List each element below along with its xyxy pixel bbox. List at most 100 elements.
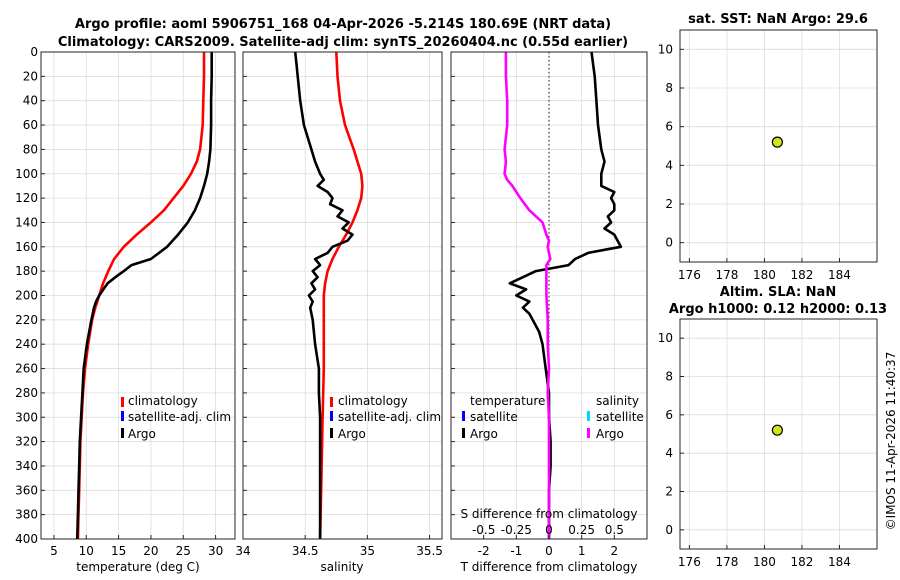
y-tick-label: 4: [665, 158, 673, 172]
y-tick-label: 4: [665, 446, 673, 460]
legend-label-salinity-argo: Argo: [596, 427, 624, 441]
y-tick-label: 0: [665, 523, 673, 537]
difference-legend: temperature salinity satellite Argo sate…: [462, 394, 644, 441]
x-tick-label: 15: [111, 544, 126, 558]
y-tick-label: 8: [665, 81, 673, 95]
imos-timestamp-label: ©IMOS 11-Apr-2026 11:40:37: [884, 352, 898, 531]
x-tick-label: 180: [753, 268, 776, 282]
x-tick-label: 35.5: [416, 544, 443, 558]
y-tick-label: 160: [15, 240, 38, 254]
x-tick-label: 5: [50, 544, 58, 558]
legend-marker-temperature-satellite: [462, 411, 465, 421]
legend-marker-satellite-adj: [121, 411, 124, 421]
y-tick-label: 260: [15, 362, 38, 376]
legend-label-climatology: climatology: [338, 394, 408, 408]
temperature-legend: climatology satellite-adj. clim Argo: [121, 394, 231, 441]
figure-title-line-1: Argo profile: aoml 5906751_168 04-Apr-20…: [75, 17, 611, 32]
y-tick-label: 120: [15, 191, 38, 205]
sla-panel: Altim. SLA: NaN Argo h1000: 0.12 h2000: …: [658, 285, 887, 569]
x-tick-label: 182: [790, 268, 813, 282]
s-diff-tick-label: 0: [545, 523, 553, 537]
legend-label-temperature-satellite: satellite: [470, 410, 518, 424]
s-diff-tick-label: 0.5: [605, 523, 624, 537]
y-tick-label: 100: [15, 167, 38, 181]
x-tick-label: 20: [143, 544, 158, 558]
legend-marker-climatology: [330, 397, 333, 407]
temperature-panel: 0 20 40 60 80 100 120 140 160 180 200 220 240 260 280 3…: [15, 45, 236, 574]
y-tick-label: 280: [15, 386, 38, 400]
salinity-panel: 34 34.5 35 35.5 salinity climatology satell…: [235, 51, 443, 574]
temperature-argo-line: [75, 52, 213, 540]
x-tick-label: -1: [510, 544, 522, 558]
t-difference-xlabel: T difference from climatology: [460, 560, 638, 574]
x-tick-label: 0: [545, 544, 553, 558]
y-tick-label: 0: [665, 236, 673, 250]
sla-title: Altim. SLA: NaN: [720, 285, 836, 300]
legend-marker-argo: [121, 428, 124, 438]
figure-title-line-2: Climatology: CARS2009. Satellite-adj cli…: [58, 35, 628, 50]
x-tick-label: 184: [828, 268, 851, 282]
y-tick-label: 6: [665, 408, 673, 422]
y-tick-label: 6: [665, 120, 673, 134]
y-tick-label: 10: [658, 331, 673, 345]
x-tick-label: 176: [678, 268, 701, 282]
x-tick-label: -2: [478, 544, 490, 558]
y-tick-label: 400: [15, 532, 38, 546]
temperature-xlabel: temperature (deg C): [76, 560, 199, 574]
x-tick-label: 180: [753, 555, 776, 569]
legend-marker-argo: [330, 428, 333, 438]
salinity-legend: climatology satellite-adj. clim Argo: [330, 394, 441, 441]
difference-s-argo-clim-line: [503, 52, 552, 539]
y-tick-label: 300: [15, 410, 38, 424]
y-tick-label: 40: [23, 94, 38, 108]
legend-label-satellite-adj: satellite-adj. clim: [338, 410, 441, 424]
legend-header-salinity: salinity: [596, 394, 639, 408]
legend-marker-satellite-adj: [330, 411, 333, 421]
legend-label-satellite-adj: satellite-adj. clim: [128, 410, 231, 424]
legend-marker-salinity-satellite: [587, 411, 590, 421]
x-tick-label: 182: [790, 555, 813, 569]
y-tick-label: 8: [665, 370, 673, 384]
difference-t-argo-clim-line: [508, 51, 623, 539]
x-tick-label: 34: [235, 544, 250, 558]
legend-label-climatology: climatology: [128, 394, 198, 408]
s-diff-tick-label: -0.5: [472, 523, 495, 537]
x-tick-label: 10: [79, 544, 94, 558]
y-tick-label: 220: [15, 313, 38, 327]
y-tick-label: 0: [30, 45, 38, 59]
legend-marker-climatology: [121, 397, 124, 407]
s-difference-xlabel: S difference from climatology: [461, 507, 638, 521]
s-diff-tick-label: 0.25: [568, 523, 595, 537]
x-tick-label: 178: [715, 268, 738, 282]
salinity-climatology-line: [318, 51, 364, 540]
y-tick-label: 200: [15, 289, 38, 303]
y-tick-label: 340: [15, 459, 38, 473]
x-tick-label: 35: [360, 544, 375, 558]
y-tick-label: 240: [15, 337, 38, 351]
x-tick-label: 178: [715, 555, 738, 569]
x-tick-label: 176: [678, 555, 701, 569]
s-diff-tick-label: -0.25: [501, 523, 532, 537]
x-tick-label: 30: [208, 544, 223, 558]
salinity-argo-line: [293, 51, 354, 539]
legend-label-salinity-satellite: satellite: [596, 410, 644, 424]
sla-axes-frame: [679, 318, 878, 550]
y-tick-label: 140: [15, 215, 38, 229]
x-tick-label: 1: [578, 544, 586, 558]
y-tick-label: 180: [15, 264, 38, 278]
y-tick-label: 60: [23, 118, 38, 132]
y-tick-label: 360: [15, 483, 38, 497]
x-tick-label: 25: [176, 544, 191, 558]
salinity-xlabel: salinity: [320, 560, 363, 574]
legend-marker-temperature-argo: [462, 428, 465, 438]
sla-subtitle: Argo h1000: 0.12 h2000: 0.13: [669, 302, 887, 317]
x-tick-label: 2: [611, 544, 619, 558]
legend-header-temperature: temperature: [470, 394, 545, 408]
y-tick-label: 20: [23, 69, 38, 83]
y-tick-label: 10: [658, 42, 673, 56]
sla-argo-point: [771, 424, 783, 436]
legend-label-temperature-argo: Argo: [470, 427, 498, 441]
y-tick-label: 80: [23, 142, 38, 156]
legend-label-argo: Argo: [128, 427, 156, 441]
